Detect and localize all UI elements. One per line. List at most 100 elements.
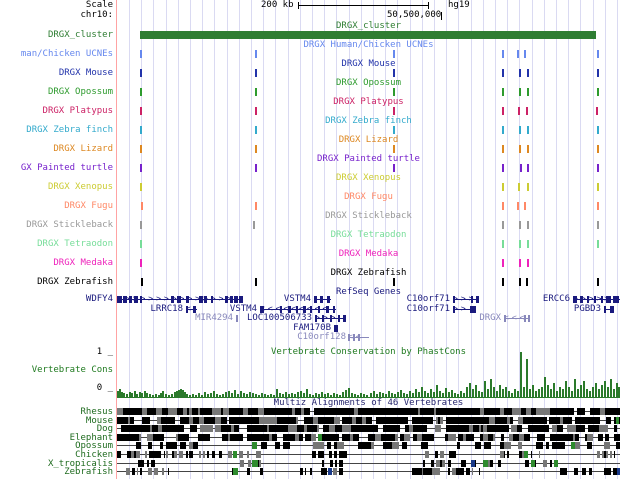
track-label-ucne-mouse[interactable]: DRGX Mouse — [58, 68, 113, 78]
ucne-tick[interactable] — [502, 240, 504, 248]
multiz-row-Elephant[interactable] — [117, 434, 620, 442]
ucne-tick[interactable] — [527, 88, 529, 96]
track-label-ucne-stickleback[interactable]: DRGX Stickleback — [26, 220, 113, 230]
ucne-tick[interactable] — [140, 69, 142, 77]
ucne-tick[interactable] — [393, 278, 395, 286]
ucne-tick[interactable] — [140, 259, 142, 267]
multiz-label-X_tropicalis[interactable]: X_tropicalis — [47, 459, 113, 469]
ucne-tick[interactable] — [526, 107, 528, 115]
ucne-tick[interactable] — [393, 50, 395, 58]
cluster-bar[interactable] — [140, 31, 596, 39]
ucne-tick[interactable] — [255, 88, 257, 96]
ucne-tick[interactable] — [527, 221, 529, 229]
gene-label-MIR4294[interactable]: MIR4294 — [195, 313, 233, 323]
ucne-tick[interactable] — [140, 221, 142, 229]
track-label-ucne-painted-turtle[interactable]: GX Painted turtle — [20, 163, 113, 173]
ucne-tick[interactable] — [393, 69, 395, 77]
multiz-label-Opossum[interactable]: Opossum — [75, 441, 113, 451]
multiz-label-Chicken[interactable]: Chicken — [75, 450, 113, 460]
track-label-ucne-human-chicken[interactable]: man/Chicken UCNEs — [20, 49, 113, 59]
ucne-tick[interactable] — [255, 202, 257, 210]
track-label-ucne-medaka[interactable]: DRGX Medaka — [53, 258, 113, 268]
multiz-row-Opossum[interactable] — [117, 442, 620, 450]
ucne-tick[interactable] — [255, 145, 257, 153]
multiz-row-Rhesus[interactable] — [117, 408, 620, 416]
ucne-tick[interactable] — [502, 221, 504, 229]
gene-label-ERCC6[interactable]: ERCC6 — [542, 294, 570, 304]
ucne-tick[interactable] — [253, 221, 255, 229]
ucne-tick[interactable] — [597, 202, 599, 210]
ucne-tick[interactable] — [141, 278, 143, 286]
ucne-tick[interactable] — [502, 183, 504, 191]
ucne-tick[interactable] — [393, 88, 395, 96]
multiz-row-Dog[interactable] — [117, 425, 620, 433]
ucne-tick[interactable] — [597, 145, 599, 153]
ucne-tick[interactable] — [140, 145, 142, 153]
ucne-tick[interactable] — [527, 126, 529, 134]
ucne-tick[interactable] — [597, 164, 599, 172]
ucne-tick[interactable] — [255, 164, 257, 172]
ucne-tick[interactable] — [597, 88, 599, 96]
track-label-drgx-cluster[interactable]: DRGX_cluster — [47, 30, 113, 40]
multiz-row-Mouse[interactable] — [117, 417, 620, 425]
ucne-tick[interactable] — [597, 240, 599, 248]
multiz-label-Elephant[interactable]: Elephant — [69, 433, 113, 443]
multiz-label-Dog[interactable]: Dog — [96, 424, 113, 434]
ucne-tick[interactable] — [140, 88, 142, 96]
ucne-tick[interactable] — [255, 107, 257, 115]
ucne-tick[interactable] — [502, 202, 504, 210]
ucne-tick[interactable] — [597, 278, 599, 286]
multiz-label-Zebrafish[interactable]: Zebrafish — [64, 467, 113, 477]
track-label-ucne-zebrafish[interactable]: DRGX Zebrafish — [37, 277, 113, 287]
gene-label-C10orf128[interactable]: C10orf128 — [297, 332, 346, 342]
multiz-label-Rhesus[interactable]: Rhesus — [80, 407, 113, 417]
gene-label-DRGX[interactable]: DRGX — [479, 313, 501, 323]
track-label-ucne-platypus[interactable]: DRGX Platypus — [42, 106, 113, 116]
gene-label-C10orf71[interactable]: C10orf71 — [406, 304, 450, 314]
ucne-tick[interactable] — [517, 50, 519, 58]
track-label-ucne-fugu[interactable]: DRGX Fugu — [64, 201, 113, 211]
ucne-tick[interactable] — [517, 202, 519, 210]
gene-label-LOC100506733[interactable]: LOC100506733 — [246, 313, 312, 323]
ucne-tick[interactable] — [140, 240, 142, 248]
ucne-tick[interactable] — [140, 183, 142, 191]
ucne-tick[interactable] — [502, 259, 504, 267]
ucne-tick[interactable] — [527, 164, 529, 172]
gene-label-LRRC18[interactable]: LRRC18 — [150, 304, 183, 314]
ucne-tick[interactable] — [141, 202, 143, 210]
ucne-tick[interactable] — [597, 50, 599, 58]
gene-label-FAM170B[interactable]: FAM170B — [293, 323, 331, 333]
ucne-tick[interactable] — [393, 145, 395, 153]
multiz-row-X_tropicalis[interactable] — [117, 460, 620, 468]
track-label-ucne-tetraodon[interactable]: DRGX Tetraodon — [37, 239, 113, 249]
ucne-tick[interactable] — [597, 126, 599, 134]
conservation-gutter-label[interactable]: Vertebrate Cons — [31, 365, 113, 375]
ucne-tick[interactable] — [527, 259, 529, 267]
ucne-tick[interactable] — [596, 107, 598, 115]
multiz-row-Zebrafish[interactable] — [117, 468, 620, 476]
ucne-tick[interactable] — [526, 278, 528, 286]
ucne-tick[interactable] — [597, 183, 599, 191]
ucne-tick[interactable] — [527, 240, 529, 248]
ucne-tick[interactable] — [519, 126, 521, 134]
ucne-tick[interactable] — [519, 221, 521, 229]
ucne-tick[interactable] — [502, 50, 504, 58]
ucne-tick[interactable] — [518, 107, 520, 115]
ucne-tick[interactable] — [524, 202, 526, 210]
ucne-tick[interactable] — [393, 107, 395, 115]
ucne-tick[interactable] — [519, 88, 521, 96]
gene-label-VSTM4[interactable]: VSTM4 — [229, 304, 257, 314]
ucne-tick[interactable] — [527, 69, 529, 77]
ucne-tick[interactable] — [140, 107, 142, 115]
ucne-tick[interactable] — [140, 50, 142, 58]
track-label-ucne-opossum[interactable]: DRGX Opossum — [47, 87, 113, 97]
ucne-tick[interactable] — [527, 145, 529, 153]
track-label-ucne-lizard[interactable]: DRGX Lizard — [53, 144, 113, 154]
track-label-ucne-xenopus[interactable]: DRGX Xenopus — [47, 182, 113, 192]
ucne-tick[interactable] — [255, 50, 257, 58]
gene-label-C10orf71[interactable]: C10orf71 — [406, 294, 450, 304]
ucne-tick[interactable] — [502, 69, 504, 77]
ucne-tick[interactable] — [519, 240, 521, 248]
gene-label-VSTM4[interactable]: VSTM4 — [283, 294, 311, 304]
ucne-tick[interactable] — [255, 126, 257, 134]
